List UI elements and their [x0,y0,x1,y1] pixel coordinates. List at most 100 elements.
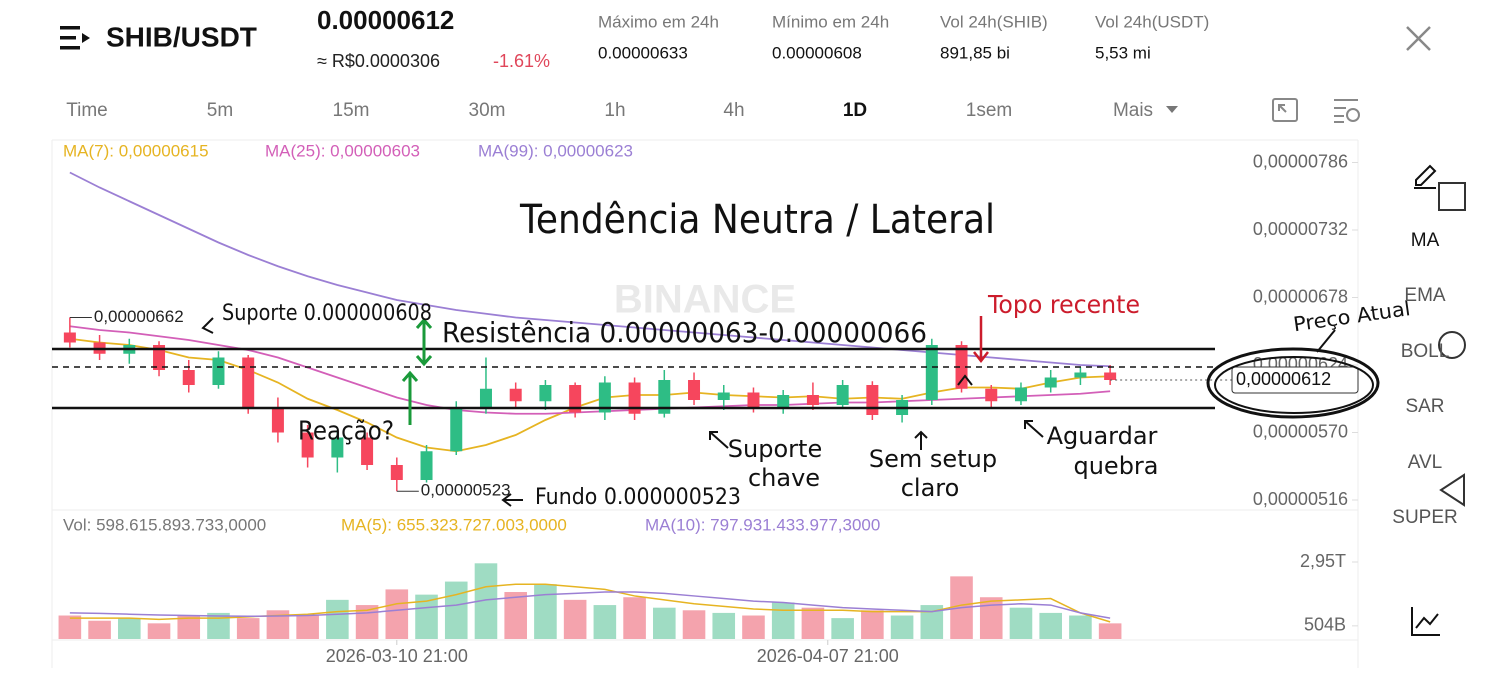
volume-bar [1009,607,1033,639]
fiat-price: ≈ R$0.0000306 [317,51,440,71]
interval-tab[interactable]: 30m [469,100,506,121]
chart-frame [51,139,1359,668]
candle-body [212,357,225,385]
indicator-tab[interactable]: SAR [1405,396,1444,417]
x-tick-label: 2026-03-10 21:00 [326,646,468,666]
stat-value: 0.00000633 [598,43,688,62]
interval-tab[interactable]: Time [66,100,108,121]
stat-value: 5,53 mi [1095,43,1151,62]
fullscreen-icon[interactable] [1272,98,1298,122]
volume-bar [147,623,171,639]
volume-bar [58,615,82,639]
volume-bar [326,599,349,639]
x-tick-label: 2026-04-07 21:00 [757,646,899,666]
volume-bar [861,610,884,639]
close-button[interactable] [1406,26,1431,51]
volume-bar [920,605,944,639]
candle-body [301,432,314,458]
y-tick-label: 504B [1304,615,1346,635]
candle-body [509,388,522,402]
annotation-support: Suporte 0.000000608 [222,301,432,326]
interval-tab[interactable]: 4h [723,100,744,121]
annotation-key-support: chave [748,464,820,492]
legend-entry: MA(10): 797.931.433.977,3000 [645,515,880,534]
candle-body [598,382,611,413]
volume-bar [444,581,468,639]
price-change: -1.61% [493,51,550,71]
candle-body [153,345,166,370]
volume-bar [1069,615,1092,639]
chart-icon[interactable] [1411,607,1440,636]
volume-bar [742,615,765,639]
last-price-box [1231,366,1359,394]
interval-tab[interactable]: Mais [1113,100,1153,121]
annotation-reaction: Reação? [298,417,394,447]
indicator-tab[interactable]: SUPER [1392,507,1457,528]
candle-body [271,407,284,433]
candle-body [688,380,701,400]
candle-body [806,395,819,405]
volume-bar [504,592,527,639]
draw-icon[interactable] [1414,164,1437,189]
indicator-tab[interactable]: AVL [1408,452,1443,473]
volume-bar [712,612,736,639]
interval-tab[interactable]: 1sem [966,100,1012,121]
candle-body [1104,372,1117,380]
volume-bar [177,615,201,639]
volume-bar [415,594,438,639]
interval-tab[interactable]: 15m [333,100,370,121]
interval-tab[interactable]: 1D [843,100,867,121]
volume-ma-line [69,591,1111,619]
volume-bar [118,618,141,639]
candle-body [420,451,433,480]
y-tick-label: 2,95T [1300,551,1346,571]
stat-label: Vol 24h(USDT) [1095,12,1209,31]
indicator-tab[interactable]: EMA [1404,285,1446,306]
annotation-resistance: Resistência 0.00000063-0.00000066 [442,316,927,349]
annotation-bottom: Fundo 0.000000523 [535,485,741,510]
candle-body [479,388,492,408]
volume-bar [236,618,260,639]
dropdown-caret [1166,106,1178,113]
volume-bar [771,602,795,639]
indicator-tab[interactable]: BOLL [1401,341,1450,362]
candle-body [777,395,790,408]
candle-body [717,392,730,400]
volume-bar [296,615,319,639]
volume-bar [801,607,825,639]
candle-body [1074,372,1087,378]
volume-bar [534,584,557,639]
volume-bar [266,610,290,639]
triangle-icon[interactable] [1439,473,1465,507]
volume-bar [890,615,914,639]
legend-entry: MA(5): 655.323.727.003,0000 [341,515,567,534]
y-tick-label: 0,00000678 [1253,286,1348,306]
volume-bar [653,607,676,639]
candle-body [836,385,849,405]
candle-body [866,385,879,415]
menu-icon[interactable] [60,26,90,50]
stat-label: Mínimo em 24h [772,12,889,31]
candle-body [63,332,76,343]
legend-entry: MA(7): 0,00000615 [63,141,209,160]
interval-tab[interactable]: 5m [207,100,233,121]
circle-icon[interactable] [1438,331,1466,359]
settings-icon[interactable] [1334,99,1360,123]
volume-bar [1098,623,1122,639]
interval-tab[interactable]: 1h [604,100,625,121]
candle-body [390,465,403,480]
volume-bar [385,589,409,639]
legend-entry: MA(25): 0,00000603 [265,141,420,160]
annotation-title: Tendência Neutra / Lateral [519,197,995,243]
pair: SHIB/USDT [106,21,257,52]
ma-line [69,337,1111,453]
legend-entry: Vol: 598.615.893.733,0000 [63,515,266,534]
candle-body [331,437,344,458]
candle-body [925,345,938,400]
square-icon[interactable] [1438,182,1466,211]
volume-bar [979,597,1003,639]
candle-body [985,388,998,402]
indicator-tab[interactable]: MA [1411,230,1440,251]
volume-bar [563,599,587,639]
annotation-no-setup: claro [901,474,960,502]
